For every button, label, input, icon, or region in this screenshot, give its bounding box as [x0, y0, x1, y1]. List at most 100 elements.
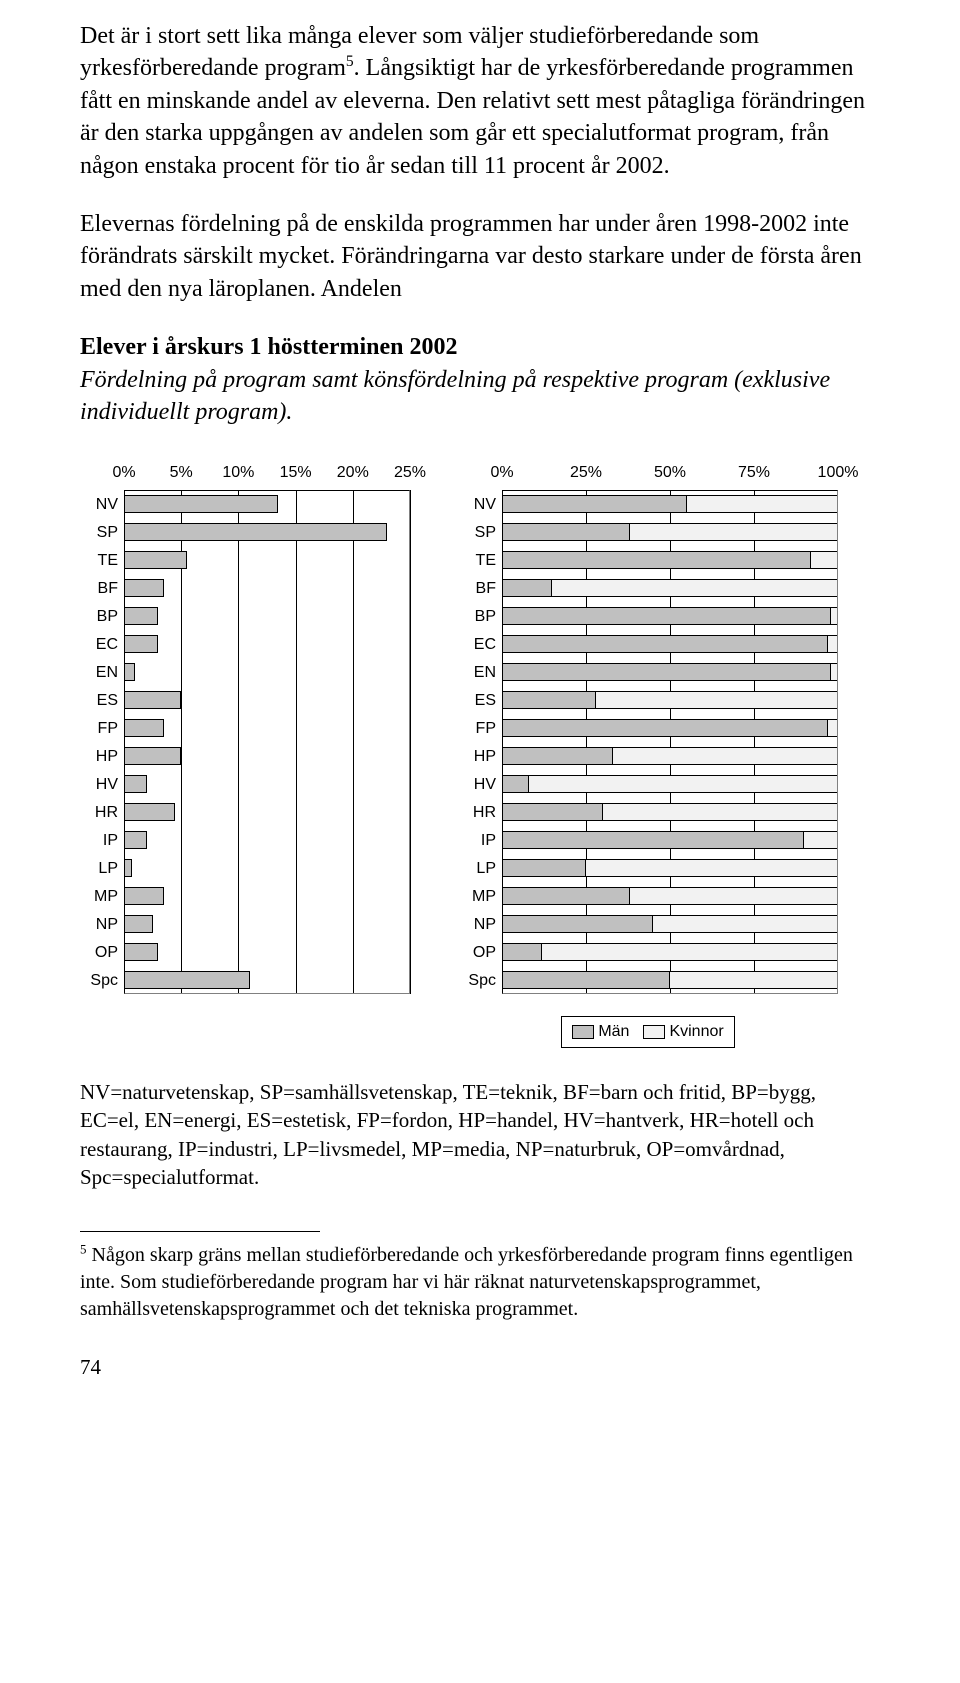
chart2-seg-men: [502, 859, 586, 877]
chart2-tick-label: 50%: [654, 462, 686, 484]
chart1-bar: [124, 943, 158, 961]
chart2-seg-men: [502, 607, 831, 625]
chart1-bar: [124, 803, 175, 821]
chart1-tick-label: 15%: [280, 462, 312, 484]
chart2-seg-men: [502, 523, 630, 541]
chart2-row-label: HV: [458, 770, 502, 798]
chart2-row-label: TE: [458, 546, 502, 574]
chart2-seg-men: [502, 635, 828, 653]
chart2-seg-women: [529, 775, 838, 793]
chart2-seg-men: [502, 579, 552, 597]
chart2-seg-women: [603, 803, 838, 821]
chart1-row-label: NP: [80, 910, 124, 938]
chart1-tick-label: 25%: [394, 462, 426, 484]
chart2-seg-women: [828, 719, 838, 737]
chart1-bar: [124, 915, 153, 933]
chart2-seg-men: [502, 719, 828, 737]
chart2-seg-women: [630, 887, 838, 905]
chart2-legend: Män Kvinnor: [561, 1016, 734, 1048]
page-number: 74: [80, 1353, 880, 1381]
chart1-bar: [124, 691, 181, 709]
chart1-bar: [124, 607, 158, 625]
chart1-row-label: EC: [80, 630, 124, 658]
chart2-row-label: HR: [458, 798, 502, 826]
p1-sup: 5: [346, 53, 354, 70]
chart1-row-label: LP: [80, 854, 124, 882]
chart1-bar: [124, 579, 164, 597]
chart1-bar: [124, 971, 250, 989]
chart1-row-label: NV: [80, 490, 124, 518]
chart2-row-label: OP: [458, 938, 502, 966]
chart1-tick-label: 0%: [112, 462, 135, 484]
charts-row: 0%5%10%15%20%25%NVSPTEBFBPECENESFPHPHVHR…: [80, 462, 880, 1048]
legend-swatch: [572, 1025, 594, 1039]
chart-gender: 0%25%50%75%100%NVSPTEBFBPECENESFPHPHVHRI…: [458, 462, 838, 1048]
chart1-row-label: BF: [80, 574, 124, 602]
legend-label: Kvinnor: [669, 1023, 723, 1040]
chart2-seg-women: [831, 607, 838, 625]
footnote: 5 Någon skarp gräns mellan studieförbere…: [80, 1242, 880, 1323]
chart2-tick-label: 25%: [570, 462, 602, 484]
chart2-seg-men: [502, 663, 831, 681]
chart1-bar: [124, 523, 387, 541]
footnote-rule: [80, 1231, 320, 1232]
chart2-seg-women: [630, 523, 838, 541]
chart2-row-label: Spc: [458, 966, 502, 994]
chart2-axis: 0%25%50%75%100%: [458, 462, 838, 484]
chart2-tick-label: 75%: [738, 462, 770, 484]
chart1-row-label: TE: [80, 546, 124, 574]
chart2-row-label: ES: [458, 686, 502, 714]
chart-subheading: Fördelning på program samt könsfördelnin…: [80, 364, 880, 429]
chart2-row-label: NV: [458, 490, 502, 518]
chart1-bar: [124, 859, 132, 877]
chart1-tick-label: 5%: [170, 462, 193, 484]
chart2-seg-women: [831, 663, 838, 681]
chart2-row-label: SP: [458, 518, 502, 546]
chart1-row-label: ES: [80, 686, 124, 714]
chart1-row-label: HV: [80, 770, 124, 798]
chart-heading: Elever i årskurs 1 höstterminen 2002: [80, 331, 880, 363]
chart1-bar: [124, 831, 147, 849]
chart1-bar: [124, 775, 147, 793]
chart2-row-label: IP: [458, 826, 502, 854]
paragraph-2: Elevernas fördelning på de enskilda prog…: [80, 208, 880, 305]
chart1-row-label: Spc: [80, 966, 124, 994]
chart2-row-label: FP: [458, 714, 502, 742]
chart2-seg-men: [502, 943, 542, 961]
chart1-bar: [124, 747, 181, 765]
chart1-row-label: EN: [80, 658, 124, 686]
chart1-row-label: OP: [80, 938, 124, 966]
chart1-tick-label: 20%: [337, 462, 369, 484]
chart1-bar: [124, 719, 164, 737]
chart2-tick-label: 0%: [490, 462, 513, 484]
chart2-seg-men: [502, 971, 670, 989]
chart2-seg-women: [586, 859, 838, 877]
chart2-row-label: EN: [458, 658, 502, 686]
chart2-row-label: EC: [458, 630, 502, 658]
chart1-axis: 0%5%10%15%20%25%: [80, 462, 410, 484]
chart2-row-label: BF: [458, 574, 502, 602]
chart1-row-label: HP: [80, 742, 124, 770]
chart2-row-label: NP: [458, 910, 502, 938]
chart1-bar: [124, 495, 278, 513]
chart2-seg-men: [502, 747, 613, 765]
chart2-seg-women: [613, 747, 838, 765]
legend-item: Män: [572, 1021, 629, 1043]
chart2-row-label: BP: [458, 602, 502, 630]
chart1-row-label: BP: [80, 602, 124, 630]
chart-distribution: 0%5%10%15%20%25%NVSPTEBFBPECENESFPHPHVHR…: [80, 462, 410, 1048]
chart1-bar: [124, 551, 187, 569]
legend-label: Män: [598, 1023, 629, 1040]
chart1-row-label: IP: [80, 826, 124, 854]
chart-heading-block: Elever i årskurs 1 höstterminen 2002 För…: [80, 331, 880, 428]
chart2-seg-men: [502, 551, 811, 569]
chart2-row-label: HP: [458, 742, 502, 770]
chart1-row-label: FP: [80, 714, 124, 742]
chart2-seg-men: [502, 915, 653, 933]
chart1-bar: [124, 887, 164, 905]
chart2-seg-men: [502, 803, 603, 821]
chart2-seg-women: [804, 831, 838, 849]
chart2-row-label: LP: [458, 854, 502, 882]
chart2-row-label: MP: [458, 882, 502, 910]
chart2-seg-women: [828, 635, 838, 653]
